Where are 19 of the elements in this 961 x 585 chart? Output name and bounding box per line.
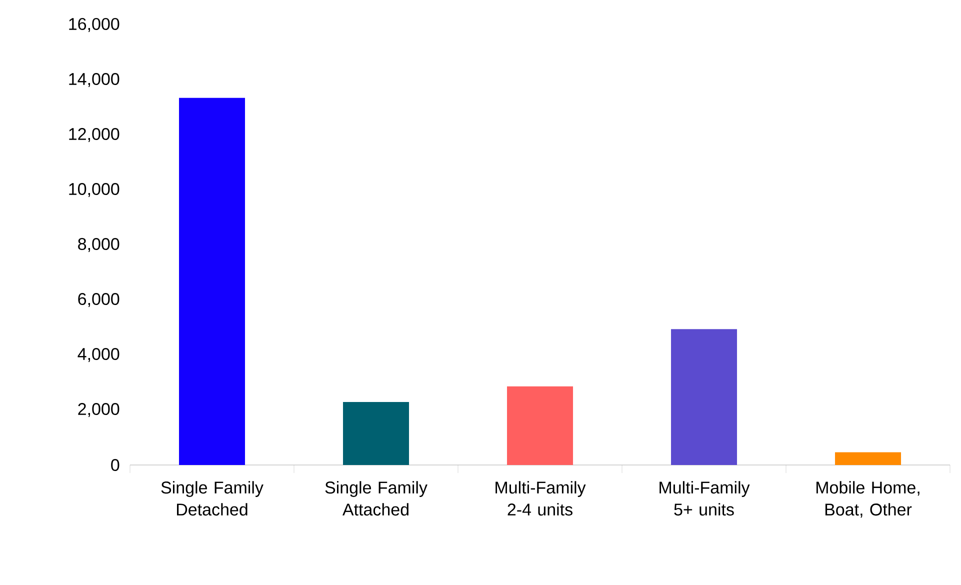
y-tick-label: 6,000 [78,292,120,308]
x-tick-label: Multi-Family 5+ units [660,481,750,516]
y-tick-label: 14,000 [69,72,120,88]
x-tick-label: Single Family Detached [161,481,264,516]
bar [835,452,902,465]
bar [343,402,410,465]
y-tick-label: 16,000 [69,18,120,32]
bar [179,98,246,465]
bar [507,386,574,465]
bar [671,329,738,465]
x-tick-label: Single Family Attached [325,481,428,516]
y-tick-label: 10,000 [69,182,120,198]
y-tick-label: 0 [111,458,120,472]
y-tick-label: 2,000 [78,402,120,418]
x-tick-label: Multi-Family 2-4 units [496,481,586,516]
y-tick-label: 12,000 [69,128,120,142]
y-tick-label: 4,000 [78,348,120,362]
x-tick-label: Mobile Home, Boat, Other [816,481,920,518]
y-tick-label: 8,000 [78,238,120,252]
